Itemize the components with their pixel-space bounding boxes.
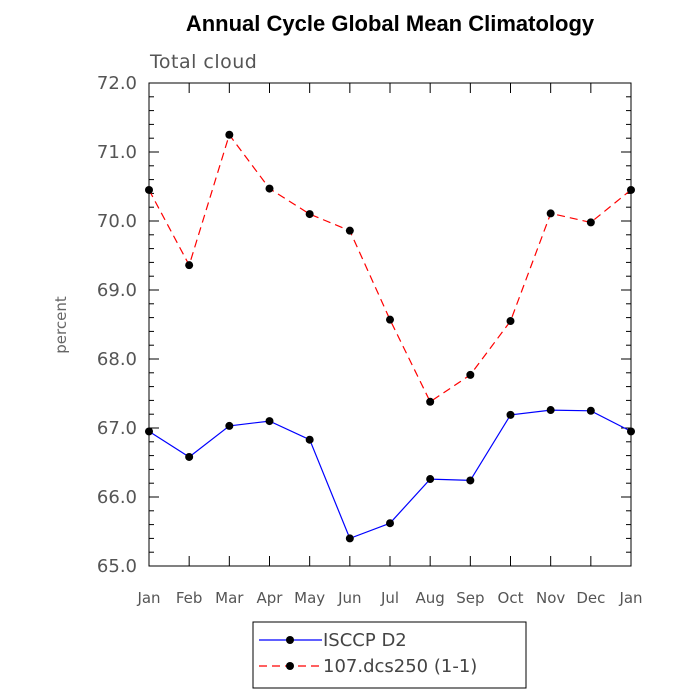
data-point: [627, 185, 635, 194]
data-point: [386, 315, 394, 324]
data-point: [627, 427, 635, 436]
data-point: [386, 519, 394, 528]
data-point: [265, 184, 274, 193]
x-tick-label: Aug: [416, 589, 445, 607]
x-tick-label: Sep: [456, 589, 484, 607]
data-point: [546, 209, 555, 218]
data-point: [546, 406, 555, 415]
y-axis-label: percent: [52, 296, 70, 354]
data-point: [185, 261, 194, 270]
legend: ISCCP D2 107.dcs250 (1-1): [252, 621, 527, 689]
y-tick-label: 66.0: [97, 487, 137, 508]
y-tick-label: 70.0: [97, 211, 137, 232]
data-point: [426, 475, 435, 484]
y-tick-label: 65.0: [97, 556, 137, 577]
y-tick-label: 69.0: [97, 280, 137, 301]
x-tick-label: May: [294, 589, 325, 607]
x-tick-label: Apr: [257, 589, 284, 607]
x-tick-label: Nov: [536, 589, 565, 607]
y-tick-label: 67.0: [97, 418, 137, 439]
y-tick-label: 72.0: [97, 73, 137, 94]
x-tick-label: Dec: [576, 589, 605, 607]
series-layer: [145, 130, 635, 543]
y-tick-label: 68.0: [97, 349, 137, 370]
x-tick-label: Jun: [337, 589, 361, 607]
data-point: [506, 317, 515, 326]
data-point: [345, 534, 354, 543]
x-tick-label: Jan: [136, 589, 160, 607]
data-point: [225, 421, 234, 430]
legend-marker-isccp: [286, 636, 294, 644]
data-point: [145, 185, 153, 194]
legend-marker-dcs250: [286, 662, 294, 670]
data-point: [345, 226, 354, 235]
data-point: [225, 130, 234, 139]
data-point: [145, 427, 153, 436]
data-point: [586, 218, 595, 227]
chart-subtitle: Total cloud: [149, 51, 257, 73]
x-tick-label: Jan: [618, 589, 642, 607]
plot-frame: [148, 82, 632, 567]
series-line-0: [148, 409, 632, 540]
x-axis: Jan Feb Mar Apr May Jun Jul Aug Sep Oct Nov Dec Jan: [136, 83, 643, 607]
data-point: [305, 435, 314, 444]
data-point: [586, 406, 595, 415]
data-point: [305, 210, 314, 219]
legend-label-isccp: ISCCP D2: [323, 630, 407, 651]
x-tick-label: Mar: [215, 589, 244, 607]
data-point: [265, 417, 274, 426]
y-axis: 65.0 66.0 67.0 68.0 69.0 70.0 71.0 72.0: [97, 73, 631, 577]
chart-title: Annual Cycle Global Mean Climatology: [186, 11, 595, 36]
x-tick-label: Oct: [498, 589, 524, 607]
data-point: [466, 476, 475, 485]
x-tick-label: Feb: [176, 589, 203, 607]
x-tick-label: Jul: [380, 589, 399, 607]
data-point: [506, 410, 515, 419]
legend-label-dcs250: 107.dcs250 (1-1): [323, 656, 477, 677]
y-tick-label: 71.0: [97, 142, 137, 163]
legend-box: [252, 621, 527, 689]
data-point: [466, 370, 475, 379]
data-point: [426, 397, 435, 406]
data-point: [185, 452, 194, 461]
series-line-1: [148, 133, 632, 403]
